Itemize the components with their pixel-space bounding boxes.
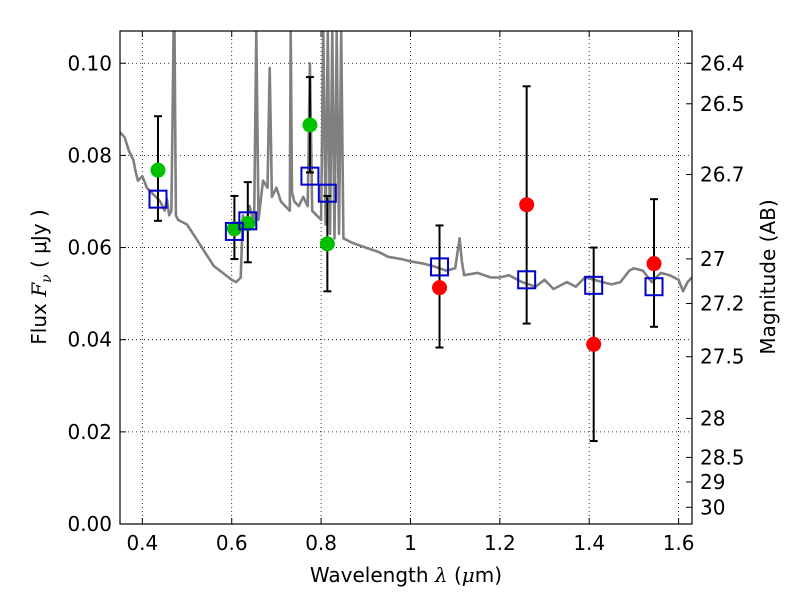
y-tick-label: 0.00 [67, 512, 112, 536]
y-axis-label: Flux Fν ( μJy ) [27, 209, 55, 344]
observed-nir-point [432, 280, 448, 296]
observed-optical-point [240, 216, 256, 232]
sed-curve-layer [120, 31, 692, 293]
model-photometry-point [430, 257, 450, 277]
model-photometry-point [148, 189, 168, 209]
x-tick-label: 1.6 [663, 531, 695, 555]
grid-lines [120, 31, 692, 525]
x-tick-label: 0.8 [305, 531, 337, 555]
y-tick-label: 0.06 [67, 236, 112, 260]
model-photometry-point [300, 166, 320, 186]
x-axis-label: Wavelength λ (μm) [310, 563, 502, 587]
plot-frame [119, 30, 693, 525]
y2-tick-label: 27 [700, 247, 725, 271]
y2-tick-label: 26.4 [700, 51, 745, 75]
y2-tick-label: 27.5 [700, 345, 745, 369]
observed-nir-point [519, 197, 535, 213]
y2-tick-label: 29 [700, 470, 725, 494]
observed-nir-point [586, 336, 602, 352]
y2-tick-label: 28.5 [700, 445, 745, 469]
model-photometry-point [584, 275, 604, 295]
model-photometry-point [238, 211, 258, 231]
model-photometry-point [517, 270, 537, 290]
observed-optical-point [226, 221, 242, 237]
tick-layer: 0.4 0.6 0.8 1 1.2 1.4 1.6 0.00 0.02 0.04 0.06 0.08 0… [67, 31, 745, 555]
observed-optical-point [302, 117, 318, 133]
x-tick-label: 0.4 [126, 531, 158, 555]
y-tick-label: 0.04 [67, 328, 112, 352]
y-tick-label: 0.02 [67, 420, 112, 444]
model-photometry-point [317, 183, 337, 203]
y2-tick-label: 27.2 [700, 291, 745, 315]
x-tick-label: 1.4 [573, 531, 605, 555]
observed-nir-point [646, 256, 662, 272]
observed-optical-point [150, 162, 166, 178]
x-tick-label: 0.6 [216, 531, 248, 555]
y2-tick-label: 30 [700, 495, 725, 519]
marker-layer [148, 117, 664, 352]
sed-template-line [120, 31, 692, 293]
model-photometry-point [224, 221, 244, 241]
model-photometry-point [644, 277, 664, 297]
y2-tick-label: 28 [700, 406, 725, 430]
y-tick-label: 0.10 [67, 51, 112, 75]
y-tick-label: 0.08 [67, 143, 112, 167]
y2-tick-label: 26.7 [700, 162, 745, 186]
y2-tick-label: 26.5 [700, 92, 745, 116]
x-tick-label: 1 [404, 531, 417, 555]
observed-optical-point [319, 236, 335, 252]
x-tick-label: 1.2 [484, 531, 516, 555]
y2-axis-label: Magnitude (AB) [756, 199, 780, 354]
